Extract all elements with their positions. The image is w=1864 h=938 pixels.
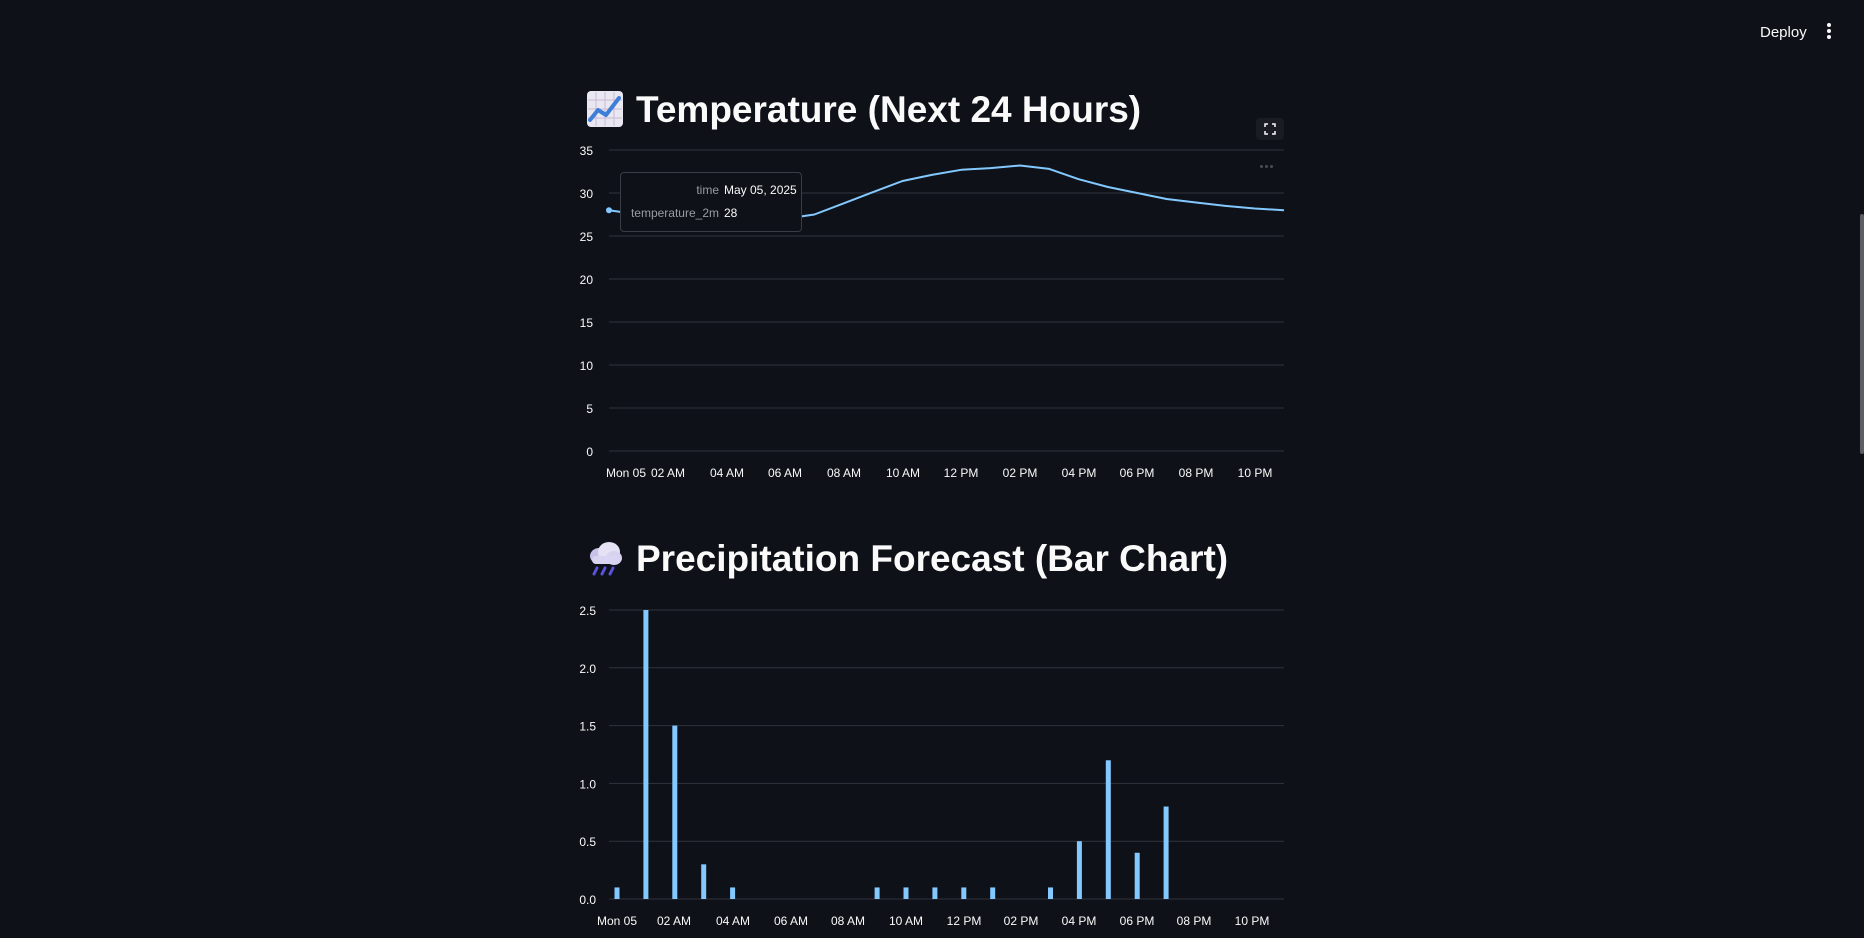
- chart-more-options-button[interactable]: [1260, 155, 1280, 168]
- precip-y-tick-label: 0.0: [579, 893, 596, 907]
- temp-y-tick-label: 15: [580, 316, 594, 330]
- precip-x-tick-label: 12 PM: [947, 914, 982, 928]
- tooltip-temp-value: 28: [724, 206, 738, 220]
- tooltip-time-key: time: [696, 183, 719, 197]
- precip-x-tick-label: 10 PM: [1235, 914, 1270, 928]
- precipitation-bar: [1134, 852, 1140, 899]
- temp-x-tick-label: 08 PM: [1179, 466, 1214, 480]
- precip-x-tick-label: Mon 05: [597, 914, 637, 928]
- tooltip-time-value: May 05, 2025: [724, 183, 797, 197]
- temp-x-tick-label: 04 AM: [710, 466, 744, 480]
- temp-x-tick-label: 06 AM: [768, 466, 802, 480]
- precipitation-bar: [701, 864, 707, 899]
- precipitation-bar: [961, 887, 967, 899]
- precipitation-bar: [874, 887, 880, 899]
- temp-x-tick-label: 02 PM: [1003, 466, 1038, 480]
- temp-x-tick-label: 04 PM: [1062, 466, 1097, 480]
- precipitation-bar: [730, 887, 736, 899]
- precipitation-bar: [1076, 841, 1082, 899]
- precip-x-tick-label: 08 AM: [831, 914, 865, 928]
- precip-x-tick-label: 04 AM: [716, 914, 750, 928]
- temp-x-tick-label: 10 PM: [1238, 466, 1273, 480]
- temp-x-tick-label: 10 AM: [886, 466, 920, 480]
- deploy-button[interactable]: Deploy: [1760, 24, 1807, 41]
- precipitation-bar: [1163, 806, 1169, 899]
- precipitation-bar: [672, 725, 678, 899]
- precip-x-tick-label: 10 AM: [889, 914, 923, 928]
- precip-y-tick-label: 1.5: [579, 720, 596, 734]
- page-scrollbar[interactable]: [1860, 214, 1864, 454]
- temp-y-tick-label: 5: [586, 402, 593, 416]
- precipitation-bar: [932, 887, 938, 899]
- precipitation-section-title: Precipitation Forecast (Bar Chart): [586, 537, 1228, 581]
- precipitation-bar: [614, 887, 620, 899]
- precipitation-bar: [1105, 760, 1111, 899]
- precip-x-tick-label: 02 AM: [657, 914, 691, 928]
- precip-y-tick-label: 0.5: [579, 835, 596, 849]
- temp-y-tick-label: 35: [580, 144, 594, 158]
- temp-y-tick-label: 30: [580, 187, 594, 201]
- precip-y-tick-label: 2.5: [579, 604, 596, 618]
- temp-x-tick-label: 12 PM: [944, 466, 979, 480]
- temperature-hover-point: [606, 207, 612, 214]
- temp-y-tick-label: 20: [580, 273, 594, 287]
- app-header: Deploy: [0, 0, 1864, 64]
- precipitation-bar: [643, 610, 649, 899]
- temp-y-tick-label: 0: [586, 445, 593, 459]
- temperature-title-text: Temperature (Next 24 Hours): [636, 89, 1142, 130]
- chart-increasing-icon: [587, 91, 623, 127]
- cloud-rain-icon: [590, 542, 622, 576]
- temp-x-tick-label: 06 PM: [1120, 466, 1155, 480]
- precip-x-tick-label: 02 PM: [1004, 914, 1039, 928]
- precip-x-tick-label: 06 AM: [774, 914, 808, 928]
- precip-x-tick-label: 04 PM: [1062, 914, 1097, 928]
- precip-x-tick-label: 08 PM: [1177, 914, 1212, 928]
- temperature-section-title: Temperature (Next 24 Hours): [586, 88, 1141, 132]
- precipitation-bar: [990, 887, 996, 899]
- temp-x-tick-label: Mon 05: [606, 466, 646, 480]
- temp-x-tick-label: 02 AM: [651, 466, 685, 480]
- precip-y-tick-label: 1.0: [579, 777, 596, 791]
- precip-y-tick-label: 2.0: [579, 662, 596, 676]
- temp-y-tick-label: 10: [580, 359, 594, 373]
- fullscreen-icon: [1264, 123, 1276, 135]
- temp-y-tick-label: 25: [580, 230, 594, 244]
- temp-x-tick-label: 08 AM: [827, 466, 861, 480]
- vertical-ellipsis-icon[interactable]: [1822, 22, 1836, 44]
- precipitation-title-text: Precipitation Forecast (Bar Chart): [636, 538, 1229, 579]
- precipitation-bar: [903, 887, 909, 899]
- chart-tooltip: time May 05, 2025 temperature_2m 28: [620, 172, 802, 232]
- precip-x-tick-label: 06 PM: [1120, 914, 1155, 928]
- fullscreen-button[interactable]: [1256, 118, 1284, 140]
- precipitation-bar: [1048, 887, 1053, 899]
- tooltip-temp-key: temperature_2m: [630, 206, 719, 220]
